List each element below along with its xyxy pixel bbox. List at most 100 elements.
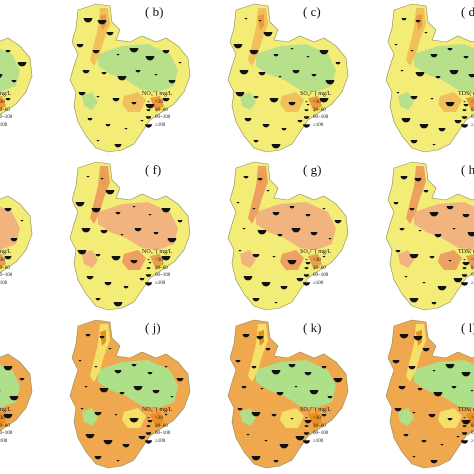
map-svg [385,3,474,153]
sample-point-icon [462,262,470,266]
sample-point-icon [454,120,462,124]
sample-point-icon [271,370,281,375]
sample-point-icon [309,390,319,395]
legend-item-label: 30~60 [313,107,326,113]
map-legend: TDS( mg/L <0.3 0.3~0.7 0.7~1≥1 [458,406,474,445]
sample-point-icon [78,92,86,96]
sample-point-icon [253,140,259,143]
map-zone [82,92,98,110]
legend-item: 0.7~1 [458,272,474,280]
sample-point-icon [448,260,452,262]
sample-point-icon [396,92,400,94]
legend-item: 60~100 [142,430,172,438]
sample-point-icon [440,444,444,446]
sample-point-icon [431,302,437,305]
legend-item-label: <30 [0,258,5,263]
sample-point-icon [242,228,246,230]
legend-item: 30~60 [300,423,331,431]
legend-item-label: ≥100 [313,438,324,444]
legend-item-label: ≥100 [155,280,166,286]
sample-point-icon [119,392,125,395]
half-disc-icon [300,280,313,288]
sample-point-icon [161,256,171,261]
panel-label: ( h) [461,162,474,177]
sample-point-icon [467,232,474,237]
sample-point-icon [434,234,442,238]
sample-point-icon [5,98,11,101]
sample-point-icon [414,178,422,182]
sample-point-icon [269,98,279,103]
legend-title: CL⁻( mg/L [0,249,12,255]
sample-point-icon [432,144,436,146]
sample-point-icon [288,364,296,368]
legend-item-label: ≥1 [471,438,474,444]
sample-point-icon [243,176,249,179]
map-zone [466,96,474,112]
legend-item: 30~60 [142,423,172,431]
legend-item-label: <30 [155,100,163,105]
map-outline [69,3,191,153]
sample-point-icon [99,388,109,393]
legend-item: 30~60 [300,265,331,273]
sample-point-icon [77,250,87,255]
sample-point-icon [273,460,279,463]
sample-point-icon [103,440,113,445]
legend-item-label: 0.7~1 [471,431,474,437]
sample-point-icon [430,460,438,464]
sample-point-icon [135,70,141,73]
sample-point-icon [246,434,250,436]
legend-item: ≥100 [300,280,331,288]
sample-point-icon [306,104,310,106]
sample-point-icon [249,50,259,55]
legend-item: 60~100 [0,272,12,280]
half-disc-icon [300,99,313,107]
sample-point-icon [258,20,262,22]
legend-item-label: 60~100 [313,115,329,121]
legend-item: 30~60 [300,107,331,115]
map-zone [398,92,414,110]
sample-point-icon [99,336,105,339]
sample-point-icon [399,228,405,231]
sample-point-icon [304,372,312,376]
map-outline [69,319,191,469]
half-disc-icon [300,257,313,265]
sample-point-icon [147,372,153,375]
sample-point-icon [447,48,453,51]
map-legend: NO₃⁻( mg/L <30 30~60 60~100 ≥100 [142,248,172,287]
half-disc-icon [458,280,471,288]
sample-point-icon [162,98,170,102]
legend-item: 60~100 [0,114,12,122]
half-disc-icon [300,107,313,115]
sample-point-icon [272,256,276,258]
panel-label: ( f) [145,162,162,177]
sample-point-icon [76,44,84,48]
half-disc-icon [142,122,155,130]
half-disc-icon [142,114,155,122]
legend-item-label: ≥100 [0,280,8,286]
sample-point-icon [0,74,3,78]
half-disc-icon [142,415,155,423]
sample-point-icon [96,96,100,98]
sample-point-icon [140,120,144,122]
sample-point-icon [319,50,329,55]
map-outline [227,319,349,469]
sample-point-icon [421,440,427,443]
sample-point-icon [19,378,25,381]
map-svg [227,161,349,311]
legend-item-label: <30 [0,416,5,421]
sample-point-icon [233,44,243,49]
legend-item-label: 60~100 [313,431,329,437]
sample-point-icon [321,414,327,417]
map-panel: ( c) SO₄²⁻( mg/L <30 30~60 60~100 ≥100 [196,0,354,158]
sample-point-icon [261,282,271,287]
legend-item-label: <30 [313,416,321,421]
sample-point-icon [429,256,435,259]
sample-point-icon [106,32,114,36]
map-legend: SO₄²⁻( mg/L <30 30~60 60~100 ≥100 [300,406,331,445]
legend-item: <0.3 [458,415,474,423]
legend-item: ≥100 [0,280,12,288]
legend-item: 30~60 [0,423,12,431]
sample-point-icon [3,366,13,371]
legend-item-label: 30~60 [155,265,168,271]
